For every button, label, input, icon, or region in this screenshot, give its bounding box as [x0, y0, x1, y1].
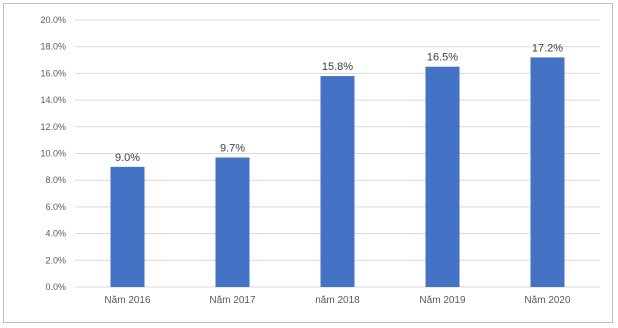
data-label: 15.8% — [322, 61, 353, 73]
y-tick-label: 20.0% — [40, 15, 66, 25]
data-label: 17.2% — [532, 42, 563, 54]
x-category-label: Năm 2017 — [209, 295, 256, 306]
chart-frame — [3, 3, 613, 323]
bar — [215, 157, 250, 287]
bar — [425, 66, 460, 287]
bar — [530, 57, 565, 287]
y-tick-label: 8.0% — [45, 175, 66, 185]
bar — [320, 76, 355, 287]
y-tick-label: 2.0% — [45, 255, 66, 265]
gridlines — [75, 19, 600, 288]
y-tick-label: 14.0% — [40, 95, 66, 105]
y-tick-label: 4.0% — [45, 229, 66, 239]
y-tick-label: 16.0% — [40, 68, 66, 78]
y-tick-label: 10.0% — [40, 149, 66, 159]
data-label: 9.0% — [115, 152, 140, 164]
data-label: 9.7% — [220, 143, 245, 155]
bar — [110, 166, 145, 287]
y-axis-tick-labels: 0.0% 2.0% 4.0% 6.0% 8.0% 10.0% 12.0% 14.0% 16.0%… — [40, 15, 66, 292]
y-tick-label: 6.0% — [45, 202, 66, 212]
bars — [110, 57, 565, 287]
y-tick-label: 18.0% — [40, 42, 66, 52]
x-axis-category-labels: Năm 2016 Năm 2017 năm 2018 Năm 2019 Năm 2020 — [104, 295, 571, 306]
x-category-label: Năm 2016 — [104, 295, 151, 306]
data-label: 16.5% — [427, 52, 458, 64]
x-category-label: Năm 2020 — [524, 295, 571, 306]
y-tick-label: 0.0% — [45, 282, 66, 292]
x-category-label: năm 2018 — [315, 295, 360, 306]
y-tick-label: 12.0% — [40, 122, 66, 132]
data-labels: 9.0% 9.7% 15.8% 16.5% 17.2% — [115, 42, 563, 163]
x-category-label: Năm 2019 — [419, 295, 466, 306]
